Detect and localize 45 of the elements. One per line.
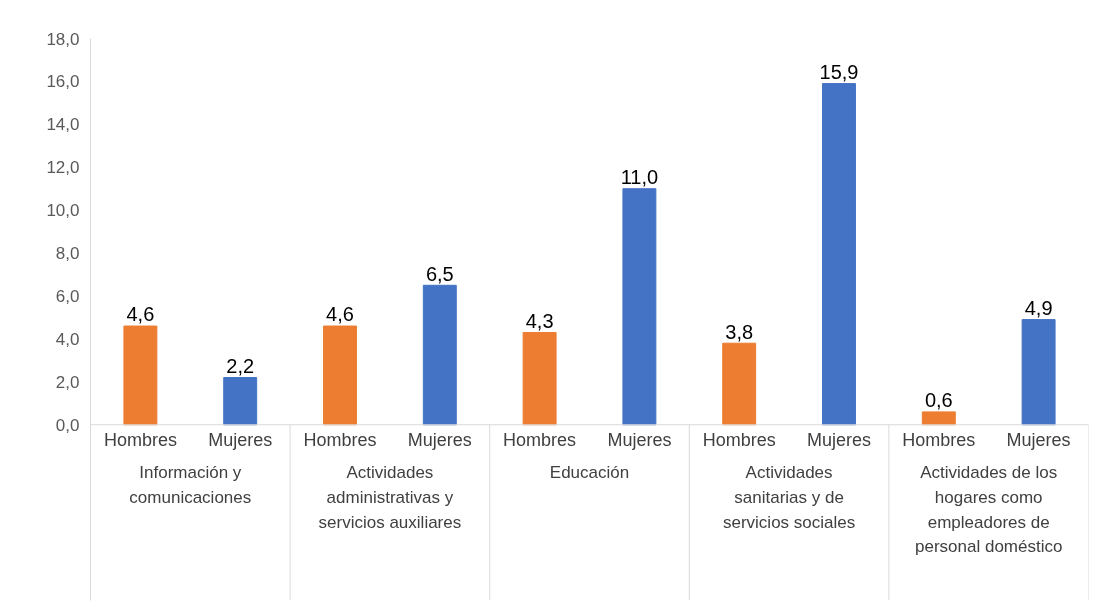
y-tick-label: 12,0 [46, 158, 80, 178]
bar [921, 411, 956, 426]
y-tick-label: 18,0 [46, 29, 80, 49]
bar [323, 325, 357, 426]
data-label: 0,6 [924, 389, 953, 412]
series-label: Mujeres [208, 430, 273, 451]
data-label: 2,2 [226, 354, 255, 377]
bar [522, 331, 557, 426]
data-label: 6,5 [425, 262, 454, 285]
text: Mujeres [806, 430, 872, 451]
x-tick-label: Actividades sanitarias y de servicios sociales [722, 463, 856, 532]
data-label: 4,9 [1024, 296, 1053, 319]
y-tick-label: 16,0 [46, 72, 80, 92]
text: Hombres [303, 430, 377, 451]
text: Mujeres [407, 430, 472, 451]
text: Mujeres [607, 430, 672, 451]
bar [722, 342, 757, 426]
data-label: 11,0 [620, 166, 659, 189]
bar [422, 284, 457, 426]
series-label: Hombres [103, 430, 177, 451]
y-tick-label: 0,0 [55, 415, 80, 435]
y-tick-label: 6,0 [55, 287, 80, 306]
data-label: 15,9 [819, 60, 859, 83]
data-label: 3,8 [725, 320, 754, 343]
x-tick-label: Información y comunicaciones [129, 463, 252, 508]
y-tick-label: 10,0 [46, 201, 80, 221]
bar [1021, 319, 1056, 426]
text: Hombres [702, 430, 776, 451]
data-label: 4,3 [525, 309, 554, 332]
y-tick-label: 4,0 [55, 329, 80, 349]
y-tick-label: 8,0 [55, 244, 80, 264]
bar [223, 377, 258, 426]
bar [123, 325, 158, 426]
bar [822, 83, 856, 426]
y-tick-label: 2,0 [55, 372, 80, 392]
x-tick-label: Actividades de los hogares como empleadores de personal doméstico [914, 463, 1063, 557]
x-tick-label: Actividades administrativas y servicios auxiliares [318, 463, 462, 532]
data-label: 4,6 [126, 303, 155, 326]
text: Hombres [902, 430, 976, 451]
data-label: 4,6 [326, 303, 354, 326]
text: Mujeres [1006, 430, 1071, 451]
x-tick-label: Educación [549, 463, 630, 483]
y-tick-label: 14,0 [46, 115, 80, 135]
text: Hombres [503, 430, 577, 451]
bar [622, 188, 657, 426]
